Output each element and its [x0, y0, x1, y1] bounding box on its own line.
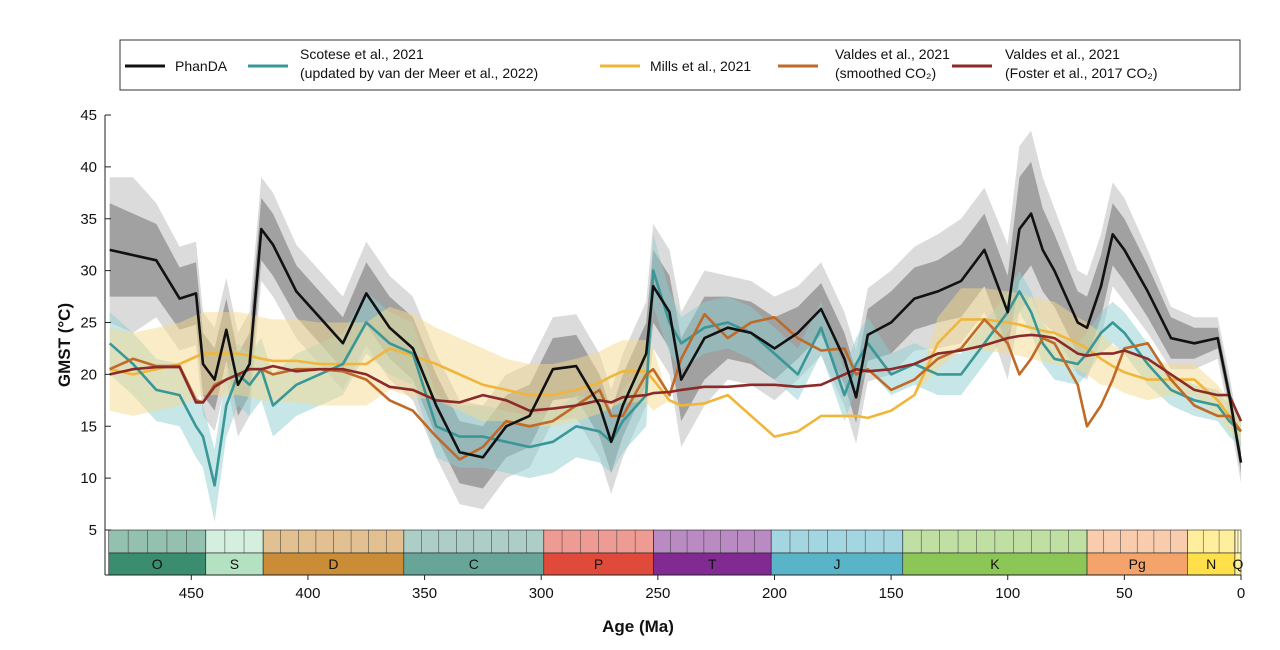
series-line: [108, 269, 1242, 487]
series-line: [109, 212, 1243, 463]
period-label: O: [152, 556, 163, 572]
y-tick-label: 45: [80, 107, 97, 124]
uncertainty-band: [109, 288, 1242, 442]
legend-box: [119, 39, 1241, 91]
period-label: J: [833, 556, 840, 572]
x-tick-label: 100: [995, 585, 1020, 602]
legend-label: (updated by van der Meer et al., 2022): [300, 65, 538, 81]
bands: [109, 130, 1242, 522]
period-label: S: [230, 556, 239, 572]
period-label: D: [328, 556, 338, 572]
stage-row: [205, 529, 264, 554]
y-tick-label: 10: [80, 470, 97, 487]
x-axis-label: Age (Ma): [602, 617, 674, 636]
x-tick-label: 250: [645, 585, 670, 602]
legend-label: (Foster et al., 2017 CO₂): [1005, 65, 1158, 81]
stage-row: [108, 529, 207, 554]
legend: PhanDA Scotese et al., 2021 (updated by va…: [125, 46, 1158, 81]
axes: 5 10 15 20 25 30 35 40 45 450 400 350 300 250 200 150 10…: [80, 107, 1245, 602]
series-line: [109, 318, 1243, 438]
y-tick-label: 30: [80, 263, 97, 280]
x-tick-label: 150: [879, 585, 904, 602]
y-tick-label: 5: [89, 522, 97, 539]
x-tick-label: 200: [762, 585, 787, 602]
timescale: O S D C P T J K Pg N Q: [108, 529, 1244, 576]
y-tick-label: 35: [80, 211, 97, 228]
series-line: [109, 333, 1243, 422]
lines: [108, 212, 1243, 487]
period-label: Pg: [1129, 556, 1146, 572]
legend-label: Valdes et al., 2021: [835, 46, 950, 62]
stage-row: [770, 529, 904, 554]
legend-label: Scotese et al., 2021: [300, 46, 424, 62]
stage-row: [653, 529, 772, 554]
period-label: K: [990, 556, 1000, 572]
period-label: N: [1206, 556, 1216, 572]
legend-label: Valdes et al., 2021: [1005, 46, 1120, 62]
y-tick-label: 40: [80, 159, 97, 176]
x-tick-label: 300: [529, 585, 554, 602]
legend-label: PhanDA: [175, 58, 228, 74]
x-tick-label: 350: [412, 585, 437, 602]
stage-row: [1187, 529, 1236, 554]
x-tick-label: 0: [1237, 585, 1245, 602]
legend-label: (smoothed CO₂): [835, 65, 936, 81]
period-label: Q: [1233, 556, 1244, 572]
legend-label: Mills et al., 2021: [650, 58, 751, 74]
period-label: P: [594, 556, 603, 572]
y-tick-label: 15: [80, 418, 97, 435]
x-tick-label: 50: [1116, 585, 1133, 602]
period-label: C: [469, 556, 479, 572]
y-tick-label: 20: [80, 366, 97, 383]
y-axis-label: GMST (°C): [55, 303, 74, 387]
x-tick-label: 450: [179, 585, 204, 602]
x-tick-label: 400: [295, 585, 320, 602]
period-label: T: [708, 556, 717, 572]
y-tick-label: 25: [80, 315, 97, 332]
series-line: [109, 312, 1243, 461]
